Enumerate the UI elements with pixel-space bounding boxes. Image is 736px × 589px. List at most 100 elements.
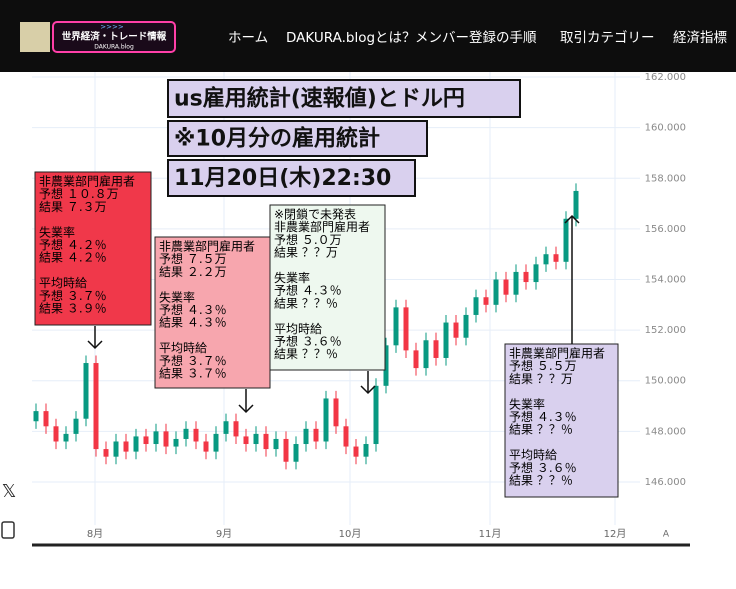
- logo-arrows: >>>>: [100, 23, 124, 31]
- candle-body: [383, 345, 389, 386]
- candle-body: [293, 444, 299, 462]
- candle-body: [233, 421, 239, 437]
- candle-body: [133, 436, 139, 452]
- info-text: 予想 ３.６％: [274, 334, 342, 349]
- info-text: 結果 ３.９％: [39, 302, 107, 316]
- candle-body: [523, 271, 529, 283]
- candle-body: [473, 297, 479, 315]
- candle-body: [173, 438, 179, 447]
- candle-body: [203, 441, 209, 452]
- y-tick-label: 160.000: [645, 123, 686, 134]
- candle-body: [573, 190, 579, 219]
- y-tick-label: 156.000: [645, 224, 686, 235]
- candle-body: [63, 433, 69, 442]
- candle-body: [313, 428, 319, 442]
- y-tick-label: 146.000: [645, 477, 686, 488]
- title-box: [167, 159, 416, 197]
- info-box: [154, 236, 271, 389]
- candle-body: [163, 431, 169, 447]
- info-text: 結果 ？？％: [509, 474, 573, 488]
- candle-body: [353, 446, 359, 457]
- y-tick-label: 154.000: [645, 275, 686, 286]
- candle-body: [123, 441, 129, 452]
- arrow-head: [360, 385, 376, 395]
- y-tick-label: 158.000: [645, 173, 686, 184]
- candle-body: [33, 411, 39, 422]
- info-text: 平均時給: [509, 448, 557, 462]
- candle-body: [143, 436, 149, 445]
- axis-mode-label: A: [663, 530, 670, 540]
- info-text: 予想 ４.３％: [274, 283, 342, 298]
- candle-body: [463, 314, 469, 338]
- info-text: 結果 ３.７％: [159, 367, 227, 381]
- info-text: 予想 ４.２％: [39, 237, 107, 252]
- x-tick-label: 10月: [339, 528, 362, 540]
- copy-icon[interactable]: [1, 521, 15, 539]
- candle-body: [423, 340, 429, 369]
- info-text: 結果 ２.２万: [159, 265, 227, 279]
- info-box: [34, 171, 152, 326]
- candle-body: [253, 433, 259, 445]
- info-text: 予想 ３.６％: [509, 460, 577, 475]
- candle-body: [273, 438, 279, 450]
- share-x-icon[interactable]: 𝕏: [2, 481, 17, 502]
- title-text: ※10月分の雇用統計: [174, 126, 380, 152]
- candle-body: [153, 431, 159, 445]
- candle-body: [213, 433, 219, 452]
- candle-body: [403, 307, 409, 351]
- info-text: 非農業部門雇用者: [509, 346, 605, 361]
- nav-link[interactable]: 経済指標: [673, 30, 727, 46]
- info-text: 平均時給: [274, 322, 322, 336]
- info-text: 予想 ３.７％: [39, 288, 107, 303]
- candle-body: [263, 433, 269, 450]
- candle-body: [93, 363, 99, 450]
- logo-badge[interactable]: [52, 21, 176, 53]
- info-text: 失業率: [159, 289, 195, 304]
- info-text: 予想 ３.７％: [159, 353, 227, 368]
- info-text: 結果 ？？万: [274, 246, 338, 260]
- nav-link[interactable]: 取引カテゴリー: [560, 29, 655, 46]
- title-text: us雇用統計(速報値)とドル円: [174, 86, 465, 112]
- candle-body: [413, 350, 419, 369]
- info-text: 結果 ４.２％: [39, 251, 107, 265]
- info-text: 非農業部門雇用者: [159, 239, 255, 254]
- candle-body: [333, 398, 339, 427]
- candle-body: [373, 385, 379, 445]
- candle-body: [283, 438, 289, 462]
- y-tick-label: 162.000: [645, 72, 686, 83]
- candle-body: [553, 254, 559, 262]
- x-tick-label: 12月: [604, 528, 627, 540]
- candle-body: [493, 279, 499, 305]
- info-text: 非農業部門雇用者: [39, 174, 135, 189]
- y-tick-label: 148.000: [645, 426, 686, 437]
- nav-link[interactable]: メンバー登録の手順: [415, 30, 537, 46]
- candle-body: [103, 449, 109, 457]
- candle-body: [483, 297, 489, 305]
- title-box: [167, 120, 428, 157]
- info-text: 結果 ７.３万: [39, 200, 107, 214]
- logo-image[interactable]: [20, 22, 50, 52]
- candle-body: [363, 444, 369, 457]
- candle-body: [193, 428, 199, 442]
- candle-body: [323, 398, 329, 442]
- candle-body: [53, 426, 59, 442]
- candle-body: [243, 436, 249, 445]
- y-tick-label: 150.000: [645, 376, 686, 387]
- info-text: 予想 ７.５万: [159, 251, 227, 266]
- candle-body: [183, 428, 189, 439]
- candle-body: [73, 418, 79, 434]
- candle-body: [113, 441, 119, 457]
- x-tick-label: 8月: [87, 528, 103, 540]
- info-text: 結果 ？？％: [274, 296, 338, 310]
- x-tick-label: 9月: [216, 528, 232, 540]
- nav-link[interactable]: DAKURA.blogとは？: [286, 30, 416, 46]
- candle-body: [453, 322, 459, 338]
- logo-subtitle: DAKURA.blog: [94, 44, 134, 51]
- info-text: 平均時給: [159, 341, 207, 355]
- nav-link[interactable]: ホーム: [228, 30, 268, 46]
- candle-body: [393, 307, 399, 346]
- candle-body: [303, 428, 309, 445]
- info-text: 予想 ５.５万: [509, 358, 577, 373]
- logo-title: 世界経済・トレード情報: [62, 31, 167, 43]
